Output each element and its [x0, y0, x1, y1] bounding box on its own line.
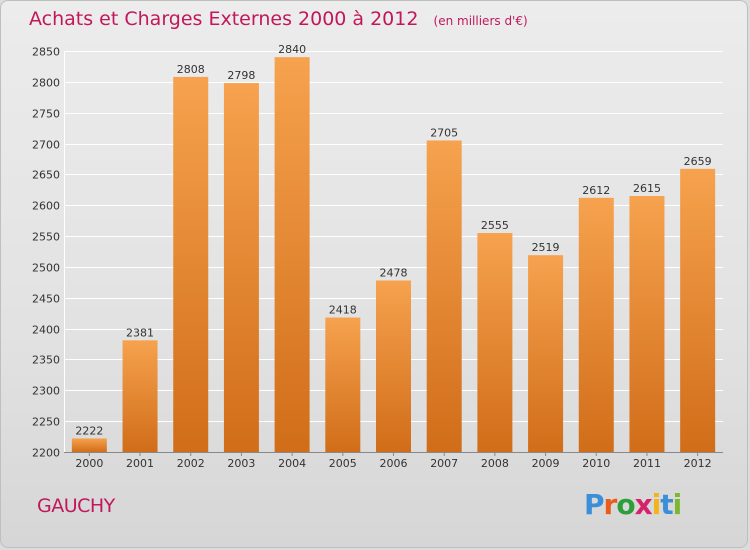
bar [173, 76, 209, 452]
y-tick-label: 2250 [32, 416, 60, 429]
x-tick-label: 2007 [430, 457, 458, 470]
y-tick-label: 2500 [32, 262, 60, 275]
y-tick-label: 2850 [32, 46, 60, 59]
data-label: 2478 [380, 266, 408, 279]
data-label: 2418 [329, 304, 357, 317]
x-tick-label: 2008 [481, 457, 509, 470]
y-tick-label: 2350 [32, 354, 60, 367]
data-label: 2615 [633, 182, 661, 195]
x-tick-label: 2002 [177, 457, 205, 470]
x-tick-label: 2010 [582, 457, 610, 470]
bar-layer [71, 57, 716, 453]
x-tick-label: 2001 [126, 457, 154, 470]
data-label: 2555 [481, 219, 509, 232]
data-label: 2222 [75, 424, 103, 437]
data-label: 2612 [582, 184, 610, 197]
y-tick-label: 2650 [32, 169, 60, 182]
x-tick-label: 2000 [75, 457, 103, 470]
chart-subtitle: (en milliers d'€) [433, 14, 528, 28]
commune-name: GAUCHY [37, 495, 115, 517]
data-label: 2798 [227, 69, 255, 82]
y-tick-label: 2300 [32, 385, 60, 398]
bar [376, 280, 411, 452]
label-layer: 2200 2250 2300 2350 2400 2450 2500 2550 2600 2650… [32, 43, 712, 470]
bar [578, 197, 614, 452]
y-tick-label: 2450 [32, 293, 60, 306]
x-tick-label: 2012 [684, 457, 712, 470]
bar [223, 83, 259, 452]
y-tick-label: 2550 [32, 231, 60, 244]
bar [680, 168, 716, 452]
bar [629, 195, 665, 452]
bar [325, 317, 361, 452]
data-label: 2659 [684, 155, 712, 168]
bar [477, 232, 513, 452]
chart-title: Achats et Charges Externes 2000 à 2012 [29, 8, 419, 30]
bar [274, 57, 310, 453]
data-label: 2381 [126, 326, 154, 339]
x-tick-label: 2011 [633, 457, 661, 470]
proxiti-logo[interactable]: Proxiti [584, 488, 682, 521]
y-tick-label: 2400 [32, 324, 60, 337]
title-row: Achats et Charges Externes 2000 à 2012 (… [29, 8, 528, 30]
y-tick-label: 2700 [32, 139, 60, 152]
bar [71, 438, 107, 452]
bar [426, 140, 462, 452]
bar [528, 255, 564, 452]
data-label: 2840 [278, 43, 306, 56]
x-tick-label: 2004 [278, 457, 306, 470]
y-tick-label: 2800 [32, 77, 60, 90]
bar [122, 340, 158, 452]
y-tick-label: 2600 [32, 200, 60, 213]
y-tick-label: 2200 [32, 447, 60, 460]
x-tick-label: 2003 [227, 457, 255, 470]
x-tick-label: 2005 [329, 457, 357, 470]
data-label: 2705 [430, 126, 458, 139]
x-tick-label: 2009 [532, 457, 560, 470]
x-tick-label: 2006 [380, 457, 408, 470]
data-label: 2519 [532, 241, 560, 254]
data-label: 2808 [177, 63, 205, 76]
y-tick-label: 2750 [32, 108, 60, 121]
